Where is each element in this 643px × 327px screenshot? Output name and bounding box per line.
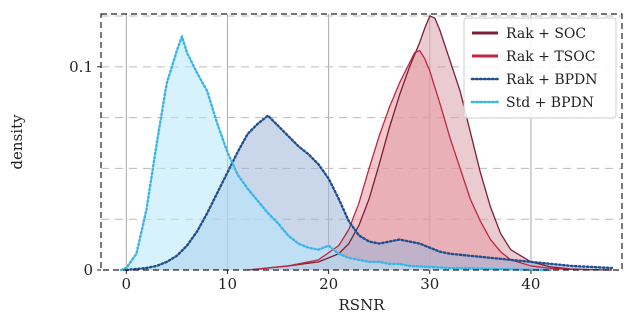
- series-area-1: [247, 50, 612, 271]
- legend-label-3: Std + BPDN: [506, 95, 594, 111]
- x-tick-label: 0: [122, 275, 132, 293]
- series-line-1: [247, 49, 612, 271]
- x-tick-label: 20: [319, 275, 338, 293]
- series-lines: [120, 15, 614, 272]
- series-line-0: [247, 15, 612, 271]
- axis-ticks: 0 10 20 30 40 0 0.1: [69, 58, 540, 293]
- plot-frame: [100, 13, 623, 271]
- x-tick-label: 40: [521, 275, 540, 293]
- series-line-3: [120, 35, 553, 272]
- x-axis-label: RSNR: [339, 296, 386, 314]
- y-tick-label: 0: [83, 261, 93, 279]
- legend-label-1: Rak + TSOC: [506, 49, 595, 65]
- legend: Rak + SOC Rak + TSOC Rak + BPDN Std + BPDN: [463, 17, 617, 119]
- x-tick-label: 10: [218, 275, 237, 293]
- y-axis-label: density: [8, 114, 26, 170]
- y-tick-label: 0.1: [69, 58, 93, 76]
- series-areas: [121, 16, 612, 271]
- legend-label-0: Rak + SOC: [506, 26, 586, 42]
- series-line-2: [125, 114, 614, 272]
- legend-box: [463, 17, 617, 119]
- legend-label-2: Rak + BPDN: [506, 72, 598, 88]
- x-tick-label: 30: [420, 275, 439, 293]
- series-area-3: [121, 36, 552, 270]
